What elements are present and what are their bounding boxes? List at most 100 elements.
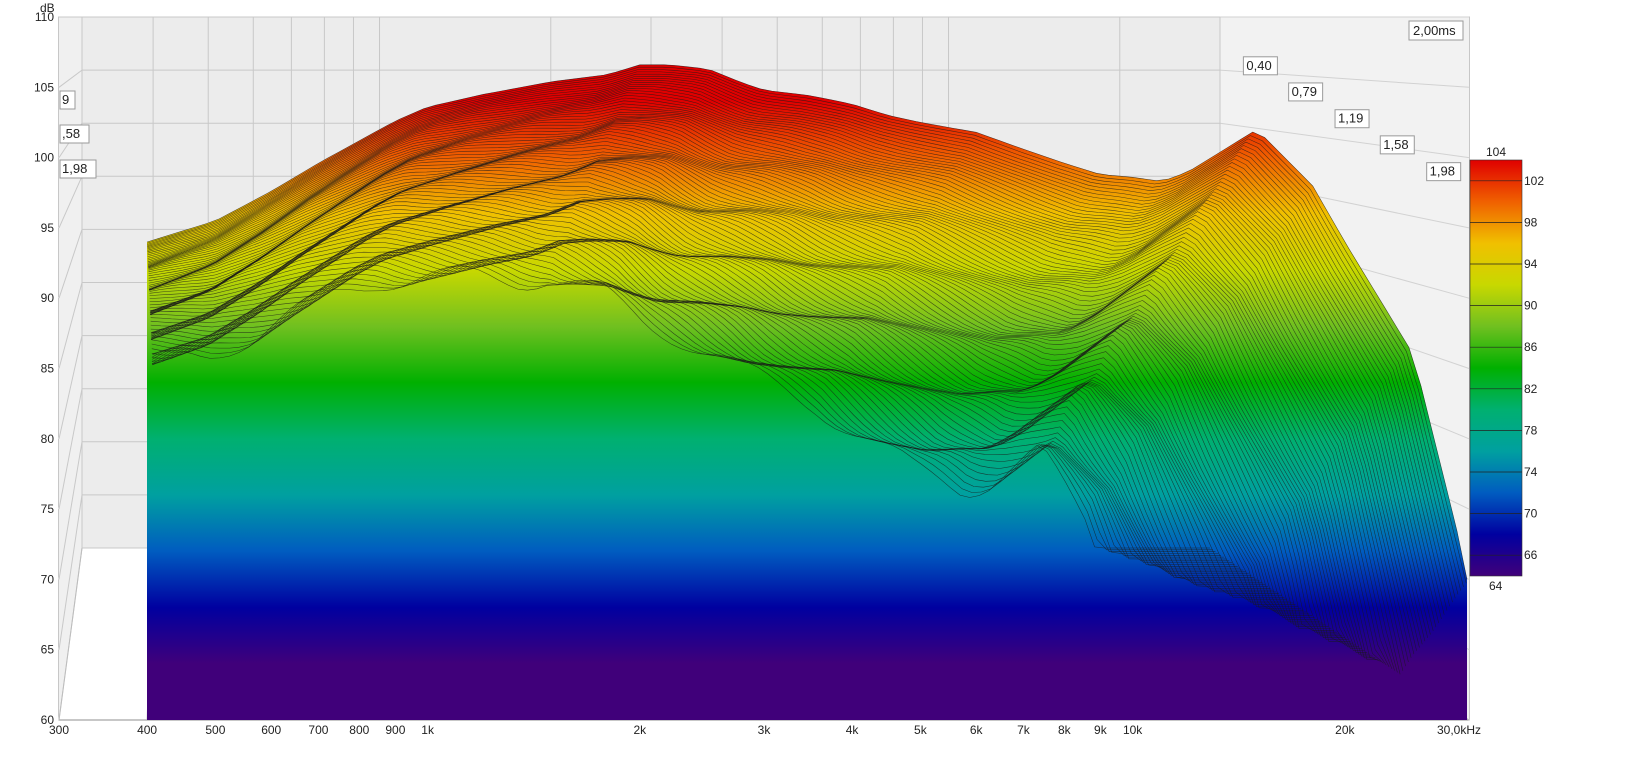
colorbar-tick-label: 66: [1524, 548, 1538, 562]
slice-line: [150, 199, 1299, 607]
slice-line: [148, 115, 1409, 662]
slice-line: [152, 258, 1221, 556]
colorbar-tick-label: 86: [1524, 340, 1538, 354]
slice-line: [148, 128, 1387, 666]
slice-line: [151, 255, 1227, 560]
y-tick-label: 65: [41, 643, 55, 657]
colorbar-tick-label: 82: [1524, 382, 1538, 396]
x-tick-label: 4k: [846, 723, 860, 737]
slice-line: [147, 84, 1445, 615]
slice-line: [148, 114, 1412, 658]
x-tick-label: 10k: [1123, 723, 1143, 737]
slice-line: [149, 151, 1368, 653]
x-tick-label: 1k: [421, 723, 435, 737]
colorbar: 104 102 98 94 90 86 82 78 74 70 66 64: [1469, 145, 1544, 593]
time-tick-label: 0,79: [1292, 84, 1317, 99]
slice-line: [147, 88, 1439, 624]
time-tick-label: 1,58: [1383, 137, 1408, 152]
slice-line: [150, 203, 1290, 602]
slice-lines: [147, 64, 1468, 675]
slice-line: [151, 250, 1232, 563]
surface-slice-fill: [147, 64, 1468, 720]
slice-line: [147, 66, 1467, 584]
slice-line: [147, 97, 1428, 638]
slice-line: [150, 196, 1310, 615]
left-wall-label: 9: [59, 90, 76, 110]
x-tick-label: 600: [261, 723, 281, 737]
slice-line: [150, 193, 1312, 616]
x-tick-label: 30,0kHz: [1437, 723, 1481, 737]
y-tick-label: 90: [41, 291, 55, 305]
x-tick-label: 20k: [1335, 723, 1355, 737]
left-wall-label: ,58: [59, 124, 90, 144]
y-tick-label: 95: [41, 221, 55, 235]
slice-line: [147, 90, 1437, 628]
y-tick-label: 105: [34, 80, 54, 94]
x-tick-label: 300: [49, 723, 69, 737]
slice-line: [150, 220, 1274, 591]
slice-line: [150, 218, 1277, 593]
slice-line: [150, 205, 1288, 600]
slice-line: [147, 82, 1448, 611]
y-axis-title: dB: [40, 1, 55, 15]
time-tick: 1,58: [1379, 135, 1415, 155]
slice-line: [148, 117, 1406, 667]
time-tick: 1,19: [1334, 109, 1370, 129]
x-tick-label: 500: [205, 723, 225, 737]
colorbar-gradient: [1469, 159, 1523, 577]
slice-line: [148, 118, 1404, 671]
slice-line: [148, 126, 1390, 668]
x-tick-label: 400: [137, 723, 157, 737]
slice-line: [149, 164, 1340, 635]
slice-line: [147, 92, 1434, 631]
slice-line: [148, 111, 1415, 655]
left-wall-label-text: 1,98: [62, 161, 87, 176]
waterfall-surface: [147, 64, 1468, 720]
slice-line: [150, 216, 1279, 594]
colorbar-tick-label: 102: [1524, 174, 1544, 188]
slice-line: [149, 157, 1359, 648]
x-tick-label: 9k: [1094, 723, 1108, 737]
colorbar-tick-label: 90: [1524, 299, 1538, 313]
slice-line: [147, 100, 1426, 642]
colorbar-tick-label: 74: [1524, 465, 1538, 479]
x-tick-label: 6k: [970, 723, 984, 737]
slice-line: [152, 260, 1219, 554]
time-end-label: 2,00ms: [1408, 20, 1464, 41]
slice-line: [147, 80, 1450, 607]
slice-line: [147, 64, 1468, 580]
y-tick-label: 110: [35, 10, 54, 24]
slice-line: [147, 69, 1464, 587]
x-tick-label: 7k: [1017, 723, 1031, 737]
slice-line: [147, 94, 1431, 635]
y-tick-label: 100: [34, 151, 54, 165]
slice-line: [151, 228, 1263, 584]
slice-line: [151, 239, 1246, 573]
slice-line: [148, 106, 1420, 648]
x-tick-label: 3k: [758, 723, 772, 737]
colorbar-tick-label: 98: [1524, 215, 1538, 229]
slice-line: [147, 86, 1442, 619]
x-tick-label: 800: [349, 723, 369, 737]
y-tick-label: 60: [41, 713, 55, 727]
slice-line: [148, 134, 1381, 662]
slice-line: [149, 157, 1356, 646]
time-tick-label: 1,98: [1430, 164, 1455, 179]
slice-line: [151, 240, 1244, 571]
slice-line: [147, 78, 1453, 603]
slice-line: [152, 262, 1216, 552]
slice-line: [149, 159, 1351, 642]
slice-line: [147, 73, 1459, 595]
slice-line: [149, 160, 1348, 640]
time-tick: 0,40: [1242, 56, 1278, 76]
x-tick-label: 900: [385, 723, 405, 737]
x-tick-label: 8k: [1058, 723, 1072, 737]
slice-line: [147, 71, 1461, 591]
slice-line: [148, 123, 1395, 671]
left-wall-label-text: 9: [62, 92, 69, 107]
y-tick-label: 85: [41, 362, 55, 376]
slice-line: [148, 109, 1417, 651]
time-tick: 0,79: [1288, 82, 1324, 102]
y-axis-ticks: 60 65 70 75 80 85 90 95 100 105 110: [34, 10, 54, 727]
